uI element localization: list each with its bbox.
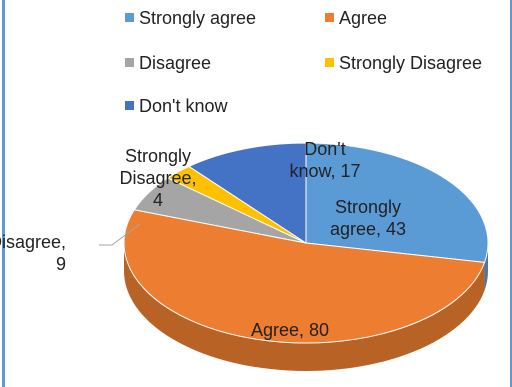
frame-left-border (2, 0, 5, 387)
legend-swatch-disagree (125, 58, 134, 67)
legend-swatch-agree (325, 13, 334, 22)
legend-label-disagree: Disagree (139, 53, 211, 73)
legend-label-strongly-disagree: Strongly Disagree (339, 53, 482, 73)
legend-label-agree: Agree (339, 8, 387, 28)
frame-right-border (510, 0, 512, 387)
data-label-disagree: Disagree,9 (0, 232, 66, 274)
pie-slices (123, 142, 489, 344)
pie-slice-strongly-agree (305, 142, 489, 263)
legend-label-don-t-know: Don't know (139, 96, 228, 116)
data-label-don-t-know: Don't know, 17 (289, 139, 360, 181)
legend-swatch-strongly-agree (125, 13, 134, 22)
legend-swatch-don-t-know (125, 101, 134, 110)
leader-line-disagree (99, 223, 141, 246)
data-label-strongly-agree: Strongly agree, 43 (330, 197, 406, 239)
chart-legend: Strongly agree Agree Disagree Strongly Disa… (125, 8, 482, 116)
data-label-strongly-disagree: Strongly Disagree, 4 (119, 146, 196, 210)
data-label-agree: Agree, 80 (251, 320, 329, 340)
legend-swatch-strongly-disagree (325, 58, 334, 67)
pie-slice-don-t-know (187, 142, 307, 244)
pie-slice-agree (123, 209, 486, 344)
pie-side-agree (124, 243, 485, 371)
legend-label-strongly-agree: Strongly agree (139, 8, 256, 28)
